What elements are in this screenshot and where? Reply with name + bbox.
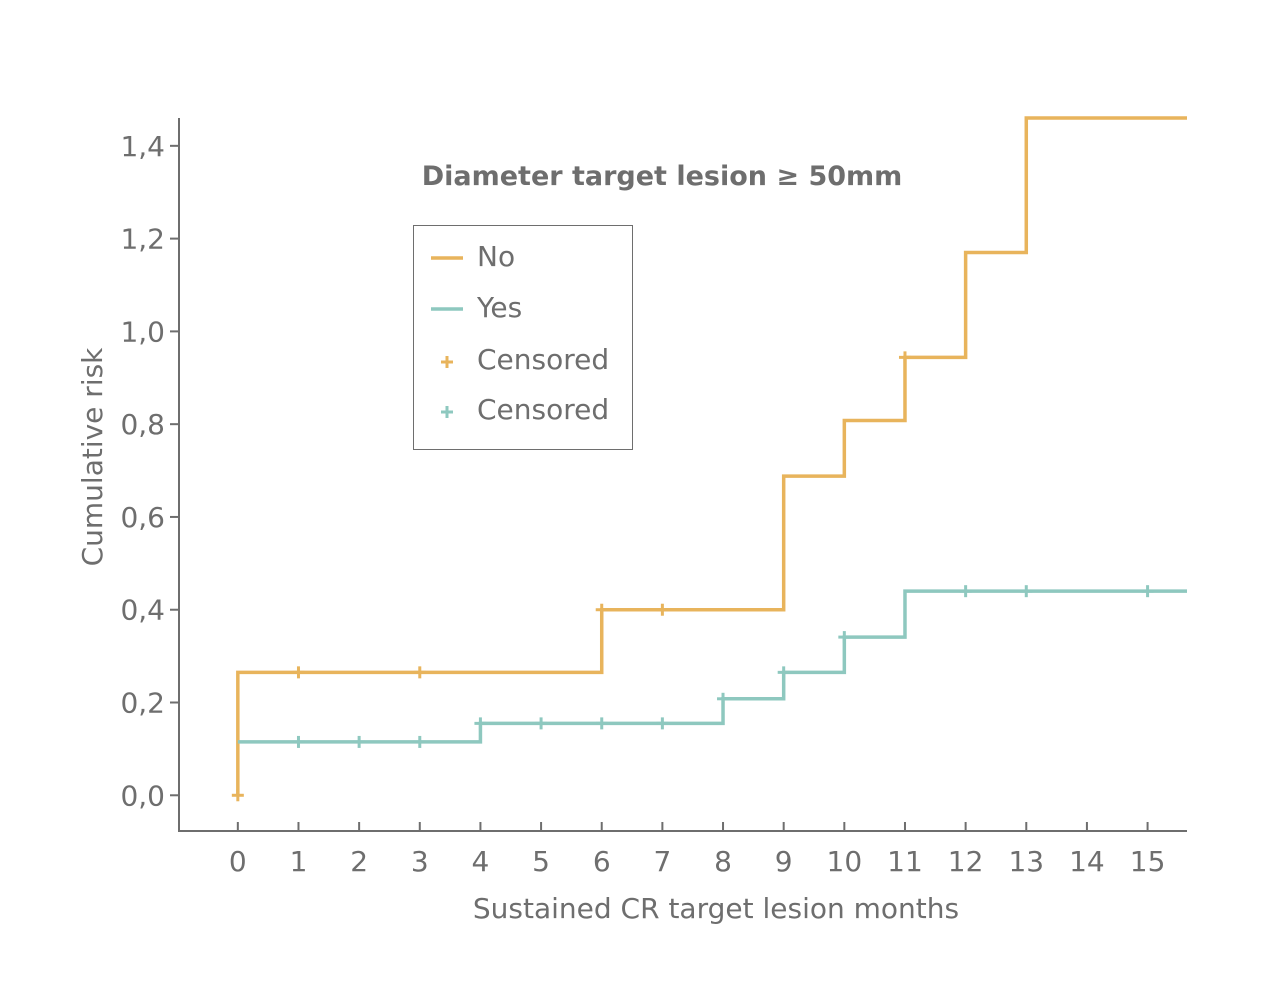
censored-mark-yes [656,717,669,730]
x-tick-label: 0 [229,845,247,878]
x-tick-label: 11 [887,845,923,878]
legend-label: Yes [476,291,522,324]
series-line-no [236,116,1187,796]
y-axis-title: Cumulative risk [76,347,109,567]
x-tick-label: 12 [948,845,984,878]
censored-mark-yes [413,735,426,748]
x-tick-label: 1 [290,845,308,878]
censored-mark-yes [535,717,548,730]
censored-mark-yes [595,717,608,730]
censored-mark-no [656,603,669,616]
censored-mark-yes [959,585,972,598]
x-tick-label: 4 [472,845,490,878]
censored-mark-no [595,603,608,616]
legend-swatch-plus [441,406,453,418]
censored-mark-no [898,351,911,364]
legend-label: Censored [477,393,609,426]
y-tick-label: 1,2 [120,223,165,256]
x-tick-label: 9 [775,845,793,878]
x-tick-label: 15 [1130,845,1166,878]
series-line-yes [237,589,1187,744]
censored-mark-no [292,666,305,679]
legend-label: No [477,240,515,273]
y-tick-label: 1,4 [120,130,165,163]
censored-mark-yes [777,666,790,679]
x-tick-label: 14 [1069,845,1105,878]
legend: No Yes Censored Censored [413,225,633,450]
y-tick-label: 0,2 [120,687,165,720]
x-tick-label: 3 [411,845,429,878]
y-tick-label: 1,0 [120,315,165,348]
censored-mark-yes [292,735,305,748]
axes: 0,00,20,40,60,81,01,21,40 1 2 3 4 5 6 7 8 9 10 11 12… [120,118,1187,878]
x-tick-label: 6 [593,845,611,878]
legend-swatch-plus [441,356,453,368]
x-tick-label: 7 [653,845,671,878]
x-tick-label: 8 [714,845,732,878]
censored-mark-yes [838,631,851,644]
y-tick-label: 0,4 [120,594,165,627]
censored-mark-yes [474,717,487,730]
censored-mark-no [413,666,426,679]
legend-label: Censored [477,343,609,376]
x-tick-label: 10 [827,845,863,878]
x-tick-label: 2 [350,845,368,878]
y-tick-label: 0,8 [120,408,165,441]
x-tick-label: 13 [1008,845,1044,878]
censored-mark-yes [1020,585,1033,598]
x-tick-label: 5 [532,845,550,878]
chart-title: Diameter target lesion ≥ 50mm [422,161,903,192]
y-tick-label: 0,0 [120,779,165,812]
censored-mark-no [231,789,244,802]
censored-mark-yes [717,692,730,705]
series-layer [231,116,1187,802]
censored-mark-yes [1141,585,1154,598]
x-axis-title: Sustained CR target lesion months [473,892,959,925]
y-tick-label: 0,6 [120,501,165,534]
censored-mark-yes [353,735,366,748]
